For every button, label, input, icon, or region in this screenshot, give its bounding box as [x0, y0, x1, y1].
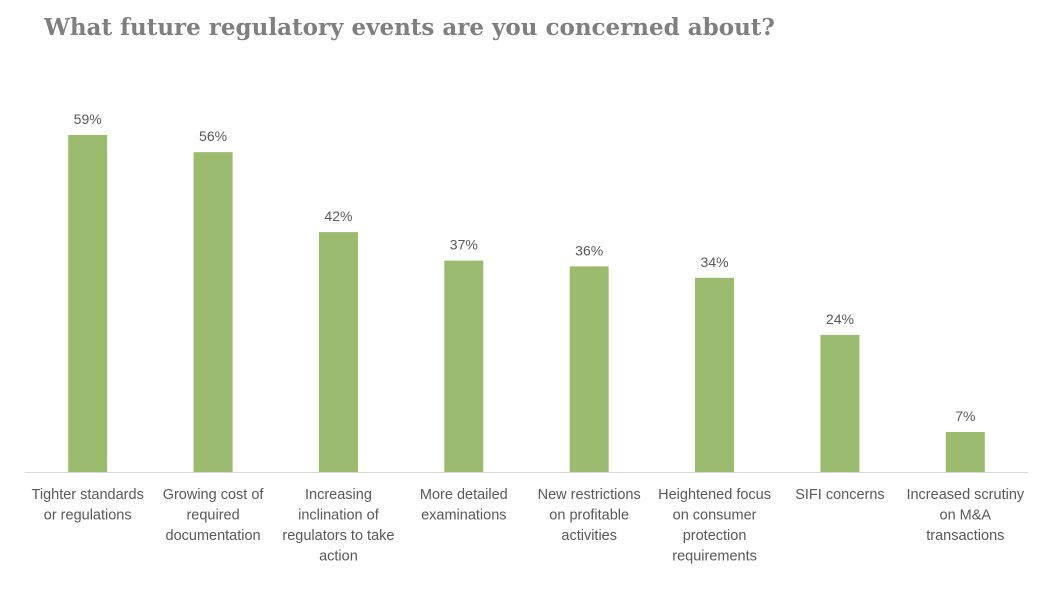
category-label: Heightened focus on consumer protection req… — [658, 487, 771, 565]
category-label-line: on M&A — [940, 508, 992, 524]
bar — [68, 135, 108, 472]
category-label-line: Heightened focus — [658, 487, 771, 503]
category-label: SIFI concerns — [795, 487, 884, 503]
bar — [945, 432, 985, 472]
category-label: Increasing inclination of regulators to ta… — [282, 487, 394, 565]
category-label-line: SIFI concerns — [795, 487, 884, 503]
category-label-line: examinations — [421, 508, 506, 524]
category-label: More detailed examinations — [420, 487, 508, 524]
data-label: 34% — [701, 254, 729, 270]
category-label: Growing cost of required documentation — [163, 487, 265, 544]
category-label-line: inclination of — [298, 508, 380, 524]
data-label: 59% — [74, 111, 102, 127]
category-label-line: documentation — [166, 528, 261, 544]
category-label-line: on consumer — [673, 508, 757, 524]
bar — [193, 152, 233, 472]
category-label-line: transactions — [926, 528, 1004, 544]
data-label: 36% — [575, 242, 603, 258]
category-label-line: regulators to take — [282, 528, 394, 544]
bar — [318, 232, 358, 472]
category-label-line: More detailed — [420, 487, 508, 503]
category-label: New restrictions on profitable activities — [538, 487, 641, 544]
bar — [444, 260, 484, 472]
bar — [820, 334, 860, 472]
category-label-line: or regulations — [44, 508, 132, 524]
category-label-line: action — [319, 549, 358, 565]
category-label-line: Growing cost of — [163, 487, 265, 503]
category-label-line: New restrictions — [538, 487, 641, 503]
category-label: Increased scrutiny on M&A transactions — [906, 487, 1024, 544]
data-label: 56% — [199, 128, 227, 144]
bar — [695, 277, 735, 472]
category-label-line: activities — [561, 528, 617, 544]
data-label: 42% — [324, 208, 352, 224]
data-label: 7% — [955, 408, 975, 424]
category-label-line: Increasing — [305, 487, 372, 503]
bar — [569, 266, 609, 472]
category-label: Tighter standards or regulations — [32, 487, 144, 524]
category-label-line: on profitable — [549, 508, 629, 524]
category-label-line: protection — [683, 528, 747, 544]
category-label-line: required — [186, 508, 239, 524]
chart-title: What future regulatory events are you co… — [44, 14, 775, 41]
category-label-line: Increased scrutiny — [906, 487, 1024, 503]
data-label: 24% — [826, 311, 854, 327]
category-label-line: Tighter standards — [32, 487, 144, 503]
data-label: 37% — [450, 237, 478, 253]
category-label-line: requirements — [672, 549, 757, 565]
